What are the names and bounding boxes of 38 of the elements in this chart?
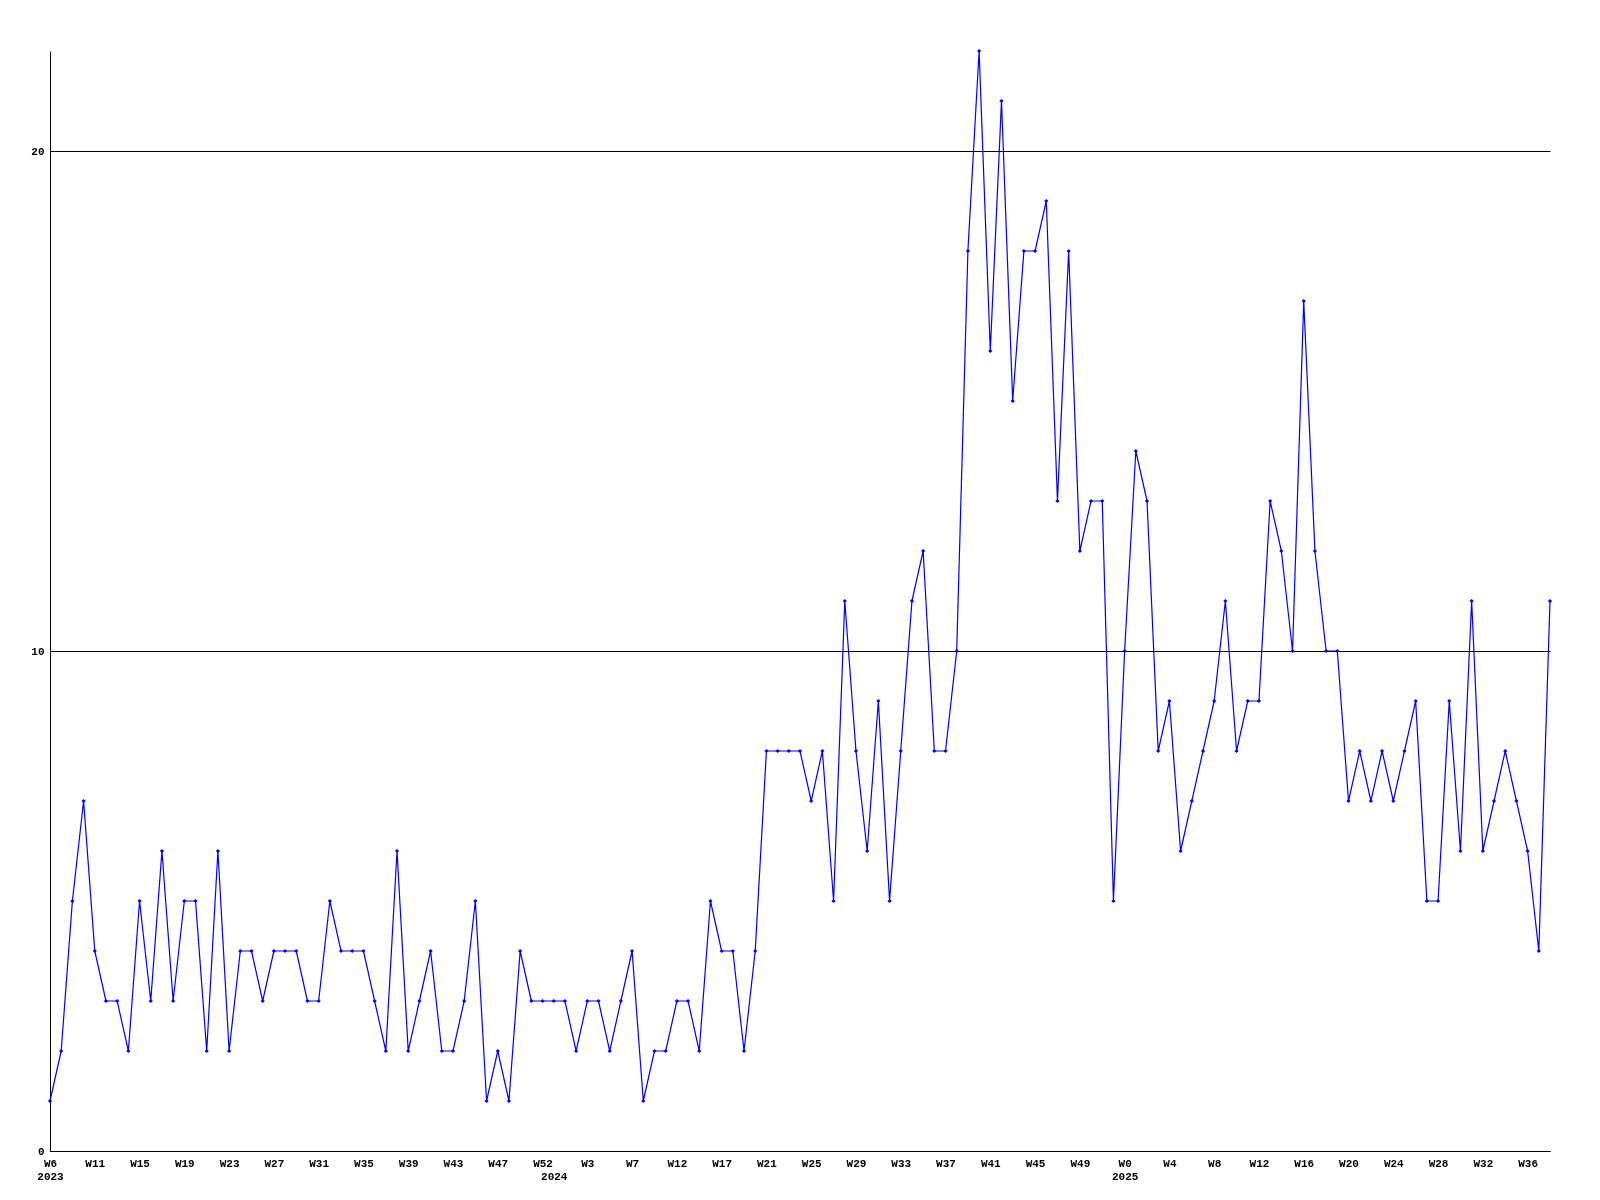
x-tick-label: W41 (980, 1157, 1002, 1170)
x-tick-label: W25 (801, 1157, 822, 1170)
x-tick-label: W49 (1070, 1157, 1091, 1170)
x-tick-label: W28 (1428, 1157, 1449, 1170)
x-tick-label: W7 (625, 1157, 640, 1170)
x-tick-label: W32 (1473, 1157, 1494, 1170)
x-tick-label: W12 (1249, 1157, 1270, 1170)
x-tick-label: W43 (443, 1157, 464, 1170)
x-tick-label: W35 (354, 1157, 375, 1170)
x-tick-label: W39 (398, 1157, 419, 1170)
x-tick-label: W15 (130, 1157, 151, 1170)
x-tick-label: W21 (757, 1157, 778, 1170)
x-tick-label: W45 (1025, 1157, 1046, 1170)
x-tick-label: W36 (1518, 1157, 1539, 1170)
x-tick-label: W11 (85, 1157, 106, 1170)
x-tick-label: W6 2023 (37, 1157, 65, 1183)
x-tick-label: W33 (891, 1157, 912, 1170)
x-tick-label: W27 (264, 1157, 285, 1170)
x-tick-label: W8 (1208, 1157, 1222, 1170)
x-tick-label: W3 (581, 1157, 595, 1170)
y-tick-label: 10 (31, 645, 45, 658)
x-tick-label: W37 (936, 1157, 956, 1170)
y-tick-label: 0 (37, 1145, 45, 1158)
y-tick-label: 20 (31, 145, 45, 158)
x-tick-label: W47 (488, 1157, 509, 1170)
x-tick-label: 2024 (541, 1170, 568, 1183)
x-tick-label: W20 (1339, 1157, 1359, 1170)
x-tick-label: W52 (533, 1157, 553, 1170)
x-tick-label: W12 (667, 1157, 688, 1170)
x-tick-label: W29 (846, 1157, 867, 1170)
x-tick-label: W31 (309, 1157, 330, 1170)
x-tick-label: W24 (1383, 1157, 1405, 1170)
x-tick-label: W4 (1163, 1157, 1177, 1170)
x-tick-label: W16 (1294, 1157, 1315, 1170)
x-tick-label: W23 (219, 1157, 240, 1170)
x-tick-label: W19 (174, 1157, 195, 1170)
x-tick-label: W0 2025 (1111, 1157, 1139, 1183)
x-tick-label: W17 (712, 1157, 733, 1170)
